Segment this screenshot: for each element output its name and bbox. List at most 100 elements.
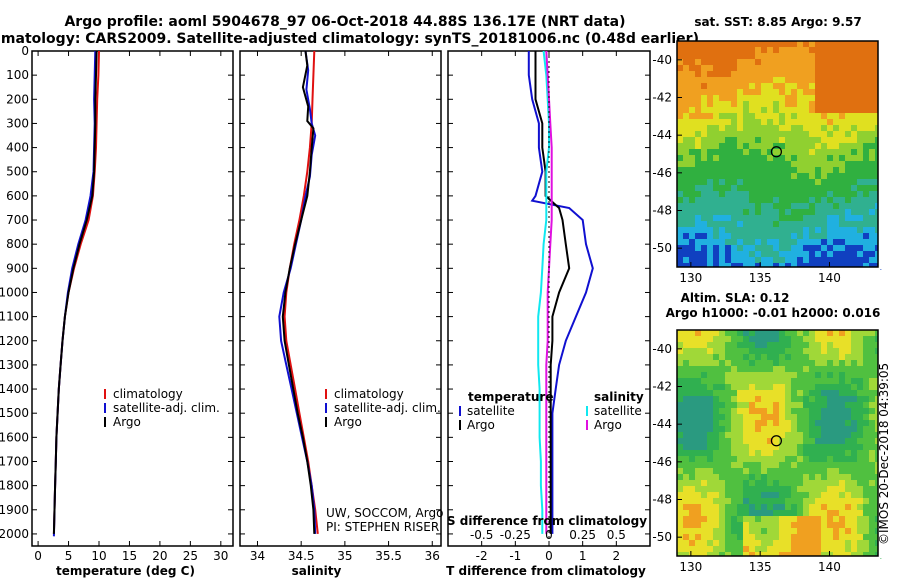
sla_map-cell	[773, 426, 780, 433]
secondary-xtick-label: 0.5	[607, 528, 626, 542]
sst_map-cell	[773, 227, 780, 234]
sst_map-cell	[803, 41, 810, 48]
sla_map-cell	[779, 450, 786, 457]
sla_map-cell	[677, 360, 684, 367]
sst_map-cell	[743, 119, 750, 126]
sla_map-cell	[755, 354, 762, 361]
sla_map-cell	[779, 546, 786, 553]
sla_map-cell	[761, 408, 768, 415]
sla_map-cell	[791, 390, 798, 397]
sla_map-cell	[755, 498, 762, 505]
sst_map-cell	[851, 71, 858, 78]
sst_map-cell	[707, 209, 714, 216]
sst_map-cell	[725, 257, 732, 264]
sst_map-cell	[791, 41, 798, 48]
depth-tick-label: 1800	[0, 479, 29, 493]
sst_map-cell	[701, 257, 708, 264]
sla_map-cell	[779, 402, 786, 409]
sst_map-cell	[785, 197, 792, 204]
sst_map-cell	[725, 227, 732, 234]
sst_map-cell	[845, 71, 852, 78]
sst_map-cell	[833, 185, 840, 192]
sst_map-cell	[773, 215, 780, 222]
sst_map-cell	[701, 59, 708, 66]
sst_map-cell	[725, 95, 732, 102]
sst_map-cell	[779, 191, 786, 198]
sla_map-cell	[803, 462, 810, 469]
sst_map-cell	[791, 119, 798, 126]
sst_map-cell	[725, 41, 732, 48]
sla_map-cell	[677, 474, 684, 481]
sst_map-cell	[773, 155, 780, 162]
sst_map-cell	[851, 107, 858, 114]
sst_map-cell	[863, 215, 870, 222]
sla_map-cell	[761, 348, 768, 355]
sst_map-cell	[755, 155, 762, 162]
sla_map-cell	[767, 420, 774, 427]
sla_map-cell	[839, 504, 846, 511]
sla_map-cell	[725, 342, 732, 349]
sst_map-cell	[869, 203, 876, 210]
sst_map-cell	[755, 197, 762, 204]
sst_map-cell	[773, 203, 780, 210]
sla_map-cell	[677, 432, 684, 439]
sst_map-cell	[839, 221, 846, 228]
sla_map-cell	[701, 444, 708, 451]
sla_map-cell	[857, 534, 864, 541]
sla_map-cell	[833, 534, 840, 541]
sla_map-cell	[869, 504, 876, 511]
sla_map-cell	[749, 540, 756, 547]
sst_map-cell	[773, 131, 780, 138]
sla_map-cell	[755, 402, 762, 409]
sst_map-cell	[863, 185, 870, 192]
sst_map-cell	[713, 77, 720, 84]
sst_map-cell	[749, 173, 756, 180]
sla_map-cell	[773, 486, 780, 493]
sla_map-cell	[683, 474, 690, 481]
sla_map-cell	[761, 432, 768, 439]
sla_map-cell	[803, 546, 810, 553]
sla_map-cell	[755, 474, 762, 481]
sst_map-cell	[701, 251, 708, 258]
sst_map-cell	[779, 167, 786, 174]
sst_map-cell	[707, 203, 714, 210]
sla_map-cell	[779, 534, 786, 541]
sst_map-cell	[833, 95, 840, 102]
sla_map-cell	[713, 534, 720, 541]
sst_map-cell	[749, 161, 756, 168]
sla_map-cell	[695, 366, 702, 373]
sla_map-cell	[767, 510, 774, 517]
sst_map-cell	[815, 215, 822, 222]
sla_map-cell	[683, 426, 690, 433]
depth-tick-label: 1000	[0, 285, 29, 299]
sla_map-cell	[743, 462, 750, 469]
sst_map-cell	[839, 113, 846, 120]
sla_map-cell	[869, 528, 876, 535]
sst_map-cell	[695, 173, 702, 180]
sla_map-ytick-label: -46	[652, 455, 672, 469]
difference-series-temperature-satellite	[527, 51, 594, 534]
sla_map-cell	[785, 444, 792, 451]
sst_map-cell	[797, 83, 804, 90]
sla_map-cell	[785, 360, 792, 367]
sst_map-cell	[833, 71, 840, 78]
sla_map-cell	[761, 354, 768, 361]
sst_map-cell	[797, 185, 804, 192]
sst_map-cell	[743, 239, 750, 246]
sst_map-cell	[737, 251, 744, 258]
sla_map-cell	[839, 498, 846, 505]
sla_map-cell	[761, 384, 768, 391]
sla_map-cell	[773, 468, 780, 475]
sst_map-cell	[815, 101, 822, 108]
sst_map-cell	[779, 245, 786, 252]
sla_map-cell	[701, 408, 708, 415]
sst_map-cell	[845, 53, 852, 60]
sst_map-cell	[719, 119, 726, 126]
sla_map-cell	[779, 444, 786, 451]
sla_map-cell	[869, 432, 876, 439]
sla_map-cell	[761, 474, 768, 481]
sst_map-cell	[839, 83, 846, 90]
sst_map-cell	[815, 71, 822, 78]
sla_map-cell	[869, 462, 876, 469]
